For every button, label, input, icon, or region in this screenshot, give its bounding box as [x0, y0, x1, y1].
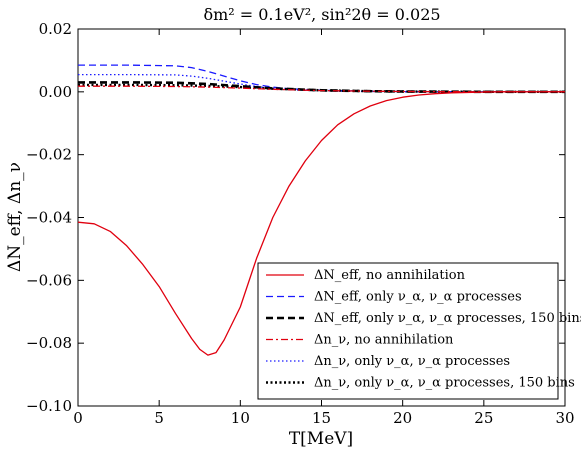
x-tick-label: 0: [73, 409, 83, 427]
x-tick-label: 30: [555, 409, 574, 427]
y-axis-label: ΔN_eff, Δn_ν: [5, 162, 25, 272]
y-tick-label: −0.10: [26, 397, 72, 415]
series-layer: [77, 64, 565, 356]
x-tick-label: 25: [474, 409, 493, 427]
x-tick-label: 10: [231, 409, 250, 427]
legend: ΔN_eff, no annihilation ΔN_eff, only ν_α,…: [257, 262, 581, 400]
series-line-2: [78, 81, 565, 94]
legend-label: Δn_ν, no annihilation: [314, 333, 454, 348]
axis-ticks: 0 5 10 15 20 25 30 −0.10 −0.08 −0.06 −0.04 −0.02 0.0…: [26, 20, 575, 427]
legend-label: ΔN_eff, no annihilation: [314, 268, 466, 283]
x-axis-label: T[MeV]: [289, 429, 353, 449]
series-line-0: [77, 91, 565, 356]
y-tick-label: −0.08: [26, 334, 72, 352]
x-tick-label: 5: [154, 409, 164, 427]
legend-label: ΔN_eff, only ν_α, ν_α processes: [314, 290, 522, 305]
y-tick-label: −0.02: [26, 146, 72, 164]
series-line-3: [78, 85, 565, 93]
x-tick-label: 20: [393, 409, 412, 427]
y-tick-label: −0.06: [26, 271, 72, 289]
legend-frame: [257, 262, 559, 400]
y-tick-label: −0.04: [26, 209, 72, 227]
y-tick-label: 0.02: [39, 20, 72, 38]
legend-label: Δn_ν, only ν_α, ν_α processes: [314, 354, 510, 369]
legend-label: Δn_ν, only ν_α, ν_α processes, 150 bins: [314, 376, 575, 391]
series-line-1: [78, 64, 565, 93]
x-tick-label: 15: [312, 409, 331, 427]
y-tick-label: 0.00: [39, 83, 72, 101]
chart-title: δm² = 0.1eV², sin²2θ = 0.025: [203, 5, 440, 24]
legend-label: ΔN_eff, only ν_α, ν_α processes, 150 bin…: [314, 311, 581, 326]
